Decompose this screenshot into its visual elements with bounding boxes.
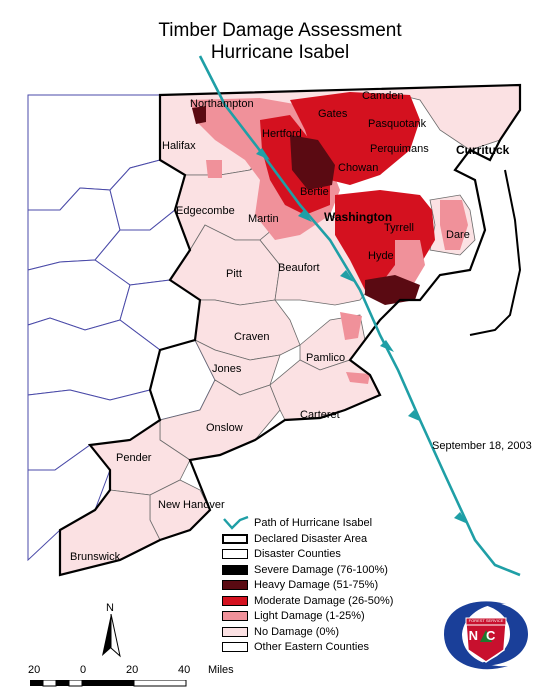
logo-letters: NC [468, 628, 504, 643]
county-label-tyrrell: Tyrrell [384, 222, 414, 234]
county-label-pender: Pender [116, 452, 152, 464]
county-label-bertie: Bertie [300, 186, 329, 198]
legend-swatch [222, 580, 248, 590]
county-label-chowan: Chowan [338, 162, 379, 174]
scale-bar-graphic [30, 680, 187, 687]
county-label-beaufort: Beaufort [278, 262, 320, 274]
county-label-pitt: Pitt [226, 268, 242, 280]
outer-banks [469, 169, 522, 336]
nc-forest-service-logo-icon [444, 601, 528, 670]
county-label-dare: Dare [446, 229, 470, 241]
damage-areas [190, 92, 468, 384]
legend-label: Light Damage (1-25%) [254, 610, 365, 622]
legend-swatch [222, 549, 248, 559]
north-arrow-icon [102, 614, 121, 658]
legend-swatch [222, 564, 248, 575]
county-label-jones: Jones [212, 363, 242, 375]
county-label-pamlico: Pamlico [306, 352, 346, 364]
legend-item: No Damage (0%) [222, 625, 452, 641]
declared-area-outline [58, 83, 522, 577]
legend-label: Disaster Counties [254, 548, 341, 560]
legend-item: Path of Hurricane Isabel [222, 516, 452, 532]
county-label-camden: Camden [362, 90, 404, 102]
county-label-hertford: Hertford [262, 128, 302, 140]
legend-swatch [222, 642, 248, 652]
county-label-washington: Washington [324, 210, 393, 224]
legend-label: Moderate Damage (26-50%) [254, 594, 394, 607]
county-label-halifax: Halifax [162, 140, 196, 152]
legend-label: Other Eastern Counties [254, 641, 369, 653]
county-label-new-hanover: New Hanover [158, 499, 225, 511]
scale-bar: 20 0 20 40 Miles [28, 664, 268, 694]
legend-item: Severe Damage (76-100%) [222, 563, 452, 579]
legend-item: Declared Disaster Area [222, 532, 452, 548]
county-label-brunswick: Brunswick [70, 551, 121, 563]
county-label-currituck: Currituck [456, 143, 510, 157]
scale-unit: Miles [208, 664, 234, 676]
legend-swatch [222, 626, 248, 637]
county-label-carteret: Carteret [300, 409, 340, 421]
county-label-hyde: Hyde [368, 250, 394, 262]
scale-tick-0: 20 [28, 664, 41, 676]
county-label-onslow: Onslow [206, 422, 243, 434]
scale-tick-3: 40 [178, 664, 191, 676]
legend-swatch [222, 611, 248, 621]
hurricane-path-line [198, 55, 521, 577]
legend-item: Heavy Damage (51-75%) [222, 578, 452, 594]
legend-swatch [222, 533, 248, 544]
legend-item: Moderate Damage (26-50%) [222, 594, 452, 610]
county-label-gates: Gates [318, 108, 348, 120]
logo-top-text: FOREST SERVICE [468, 618, 504, 623]
track-date-label: September 18, 2003 [432, 440, 532, 452]
legend-label: Declared Disaster Area [254, 532, 368, 545]
north-arrow: N [96, 602, 126, 658]
scale-tick-2: 20 [126, 664, 139, 676]
legend-label: Path of Hurricane Isabel [254, 517, 373, 529]
hurricane-path-arrows [256, 148, 468, 524]
legend-swatch [222, 595, 248, 606]
north-label: N [106, 602, 114, 614]
county-label-craven: Craven [234, 331, 270, 343]
legend-path-swatch [223, 516, 249, 530]
legend-label: No Damage (0%) [254, 625, 339, 638]
legend-label: Heavy Damage (51-75%) [254, 579, 379, 591]
county-label-perquimans: Perquimans [370, 143, 429, 155]
forest-service-logo: FOREST SERVICE NC [436, 594, 536, 674]
legend-item: Other Eastern Counties [222, 640, 452, 656]
map-subtitle: Hurricane Isabel [210, 42, 350, 63]
map-title: Timber Damage Assessment [158, 20, 402, 41]
county-label-northampton: Northampton [190, 98, 254, 110]
county-label-edgecombe: Edgecombe [176, 205, 235, 217]
legend-label: Severe Damage (76-100%) [254, 563, 388, 576]
legend-item: Light Damage (1-25%) [222, 609, 452, 625]
county-label-martin: Martin [248, 213, 279, 225]
legend-item: Disaster Counties [222, 547, 452, 563]
county-label-pasquotank: Pasquotank [368, 118, 427, 130]
scale-tick-1: 0 [80, 664, 87, 676]
map-legend: Path of Hurricane Isabel Declared Disaste… [222, 516, 452, 656]
